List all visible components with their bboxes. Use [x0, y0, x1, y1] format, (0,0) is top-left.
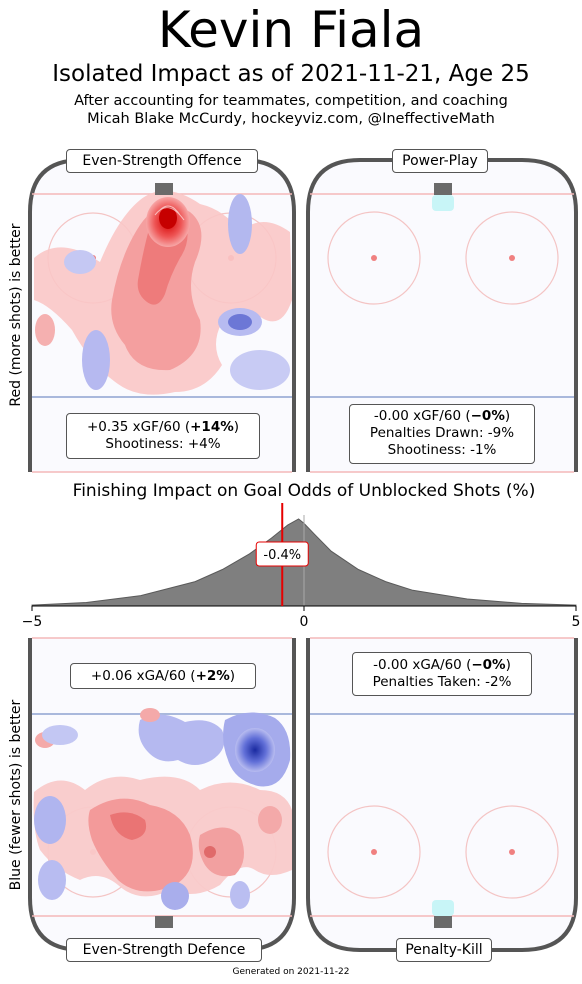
stat-pp-plain: -0.00 xGF/60 (: [373, 408, 471, 424]
marker-label-box: [255, 541, 309, 567]
stat-pk-penalties-taken: Penalties Taken: -2%: [372, 674, 512, 690]
x-tick-label: 5: [572, 614, 581, 630]
page-subtitle: Isolated Impact as of 2021-11-21, Age 25: [52, 61, 530, 87]
stat-ev-offence-plain: +0.35 xGF/60 (: [86, 419, 191, 435]
defence-heatmap: [33, 708, 292, 910]
stat-pk-bold: −0%: [471, 657, 506, 673]
note-credits: Micah Blake McCurdy, hockeyviz.com, @Ine…: [87, 111, 495, 127]
stat-pp-shootiness: Shootiness: -1%: [387, 442, 497, 458]
stat-ev-offence-close: ): [233, 419, 240, 435]
panel-label-ev-offence: Even-Strength Offence: [66, 149, 258, 173]
generated-footer: Generated on 2021-11-22: [232, 967, 350, 977]
stat-pk-plain: -0.00 xGA/60 (: [373, 657, 472, 673]
axis-label-defence: Blue (fewer shots) is better: [8, 699, 24, 891]
stat-ev-offence-bold: +14%: [190, 419, 234, 435]
panel-label-ev-defence: Even-Strength Defence: [66, 938, 262, 962]
stat-ev-offence-shootiness: Shootiness: +4%: [105, 436, 221, 452]
rink-ev-offence: [28, 158, 296, 473]
offence-heatmap: [34, 190, 292, 395]
stat-ev-defence-plain: +0.06 xGA/60 (: [90, 668, 196, 684]
page-title: Kevin Fiala: [157, 1, 425, 59]
stat-ev-defence-bold: +2%: [195, 668, 230, 684]
density-chart: Finishing Impact on Goal Odds of Unblock…: [22, 481, 581, 630]
panel-label-pk: Penalty-Kill: [396, 938, 492, 962]
stat-box-ev-defence: +0.06 xGA/60 (+2%): [70, 663, 256, 689]
panel-label-pp: Power-Play: [392, 149, 488, 173]
stat-box-ev-offence: +0.35 xGF/60 (+14%) Shootiness: +4%: [66, 413, 260, 459]
axis-label-offence: Red (more shots) is better: [8, 223, 24, 407]
stat-pp-bold: −0%: [470, 408, 505, 424]
stat-pp-close: ): [504, 408, 511, 424]
chart-title: Finishing Impact on Goal Odds of Unblock…: [73, 481, 536, 501]
rink-pk: [306, 637, 578, 952]
stat-ev-defence-close: ): [229, 668, 236, 684]
x-tick-label: 0: [300, 614, 309, 630]
stat-box-pk: -0.00 xGA/60 (−0%) Penalties Taken: -2%: [352, 652, 532, 696]
note-adjustment: After accounting for teammates, competit…: [74, 93, 508, 109]
stat-pk-close: ): [505, 657, 511, 673]
stat-pp-penalties-drawn: Penalties Drawn: -9%: [369, 425, 515, 441]
marker-label: -0.4%: [263, 548, 301, 563]
x-tick-label: −5: [22, 614, 43, 630]
stat-box-pp: -0.00 xGF/60 (−0%) Penalties Drawn: -9% …: [349, 404, 535, 464]
rink-ev-defence: [28, 637, 296, 952]
